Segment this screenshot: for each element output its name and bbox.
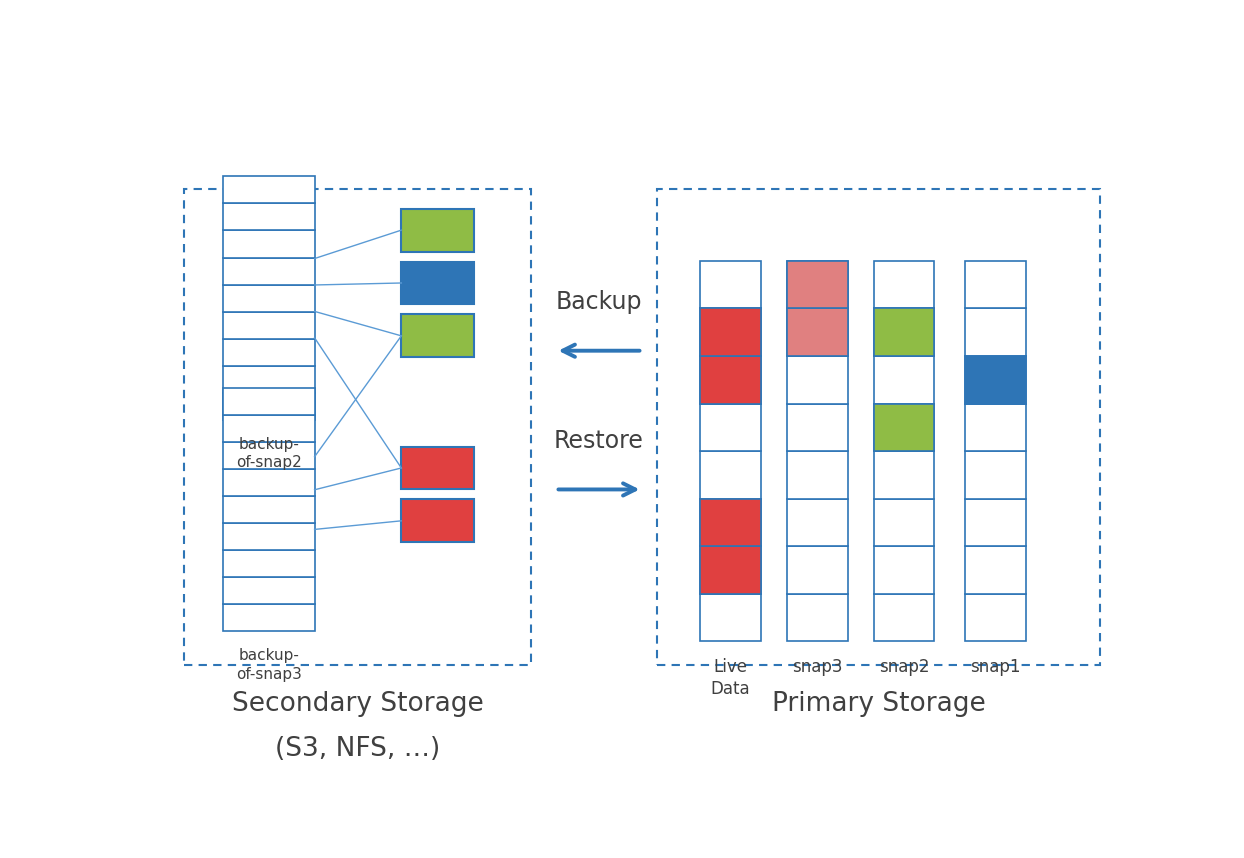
FancyBboxPatch shape [223,257,315,285]
Text: backup-
of-snap2: backup- of-snap2 [236,437,301,470]
FancyBboxPatch shape [700,498,761,547]
Text: snap2: snap2 [878,658,929,676]
FancyBboxPatch shape [223,550,315,577]
FancyBboxPatch shape [873,403,934,451]
FancyBboxPatch shape [223,339,315,366]
FancyBboxPatch shape [700,356,761,403]
FancyBboxPatch shape [700,547,761,594]
FancyBboxPatch shape [873,547,934,594]
FancyBboxPatch shape [787,403,847,451]
FancyBboxPatch shape [223,496,315,523]
FancyBboxPatch shape [223,176,315,203]
FancyBboxPatch shape [965,261,1026,308]
FancyBboxPatch shape [223,285,315,311]
FancyBboxPatch shape [700,308,761,356]
Text: backup-
of-snap3: backup- of-snap3 [236,648,302,681]
FancyBboxPatch shape [873,594,934,642]
FancyBboxPatch shape [223,414,315,442]
FancyBboxPatch shape [223,577,315,604]
FancyBboxPatch shape [223,311,315,339]
FancyBboxPatch shape [223,604,315,631]
FancyBboxPatch shape [700,498,761,547]
FancyBboxPatch shape [873,498,934,547]
Text: Live
Data: Live Data [710,658,750,698]
FancyBboxPatch shape [223,231,315,257]
Text: Secondary Storage: Secondary Storage [233,691,484,717]
FancyBboxPatch shape [402,446,474,489]
FancyBboxPatch shape [787,308,847,356]
FancyBboxPatch shape [700,356,761,403]
FancyBboxPatch shape [787,308,847,356]
FancyBboxPatch shape [223,366,315,393]
FancyBboxPatch shape [965,594,1026,642]
FancyBboxPatch shape [402,314,474,357]
Text: snap1: snap1 [970,658,1021,676]
Text: snap3: snap3 [792,658,842,676]
FancyBboxPatch shape [700,403,761,451]
FancyBboxPatch shape [700,451,761,498]
Text: Backup: Backup [556,290,642,314]
FancyBboxPatch shape [223,388,315,414]
FancyBboxPatch shape [700,308,761,356]
Text: Restore: Restore [554,429,644,453]
FancyBboxPatch shape [965,403,1026,451]
FancyBboxPatch shape [223,523,315,550]
FancyBboxPatch shape [787,547,847,594]
FancyBboxPatch shape [700,261,761,308]
FancyBboxPatch shape [223,442,315,469]
FancyBboxPatch shape [787,261,847,308]
FancyBboxPatch shape [965,547,1026,594]
FancyBboxPatch shape [402,262,474,305]
FancyBboxPatch shape [787,356,847,403]
FancyBboxPatch shape [402,499,474,542]
FancyBboxPatch shape [873,308,934,356]
FancyBboxPatch shape [873,403,934,451]
FancyBboxPatch shape [873,261,934,308]
FancyBboxPatch shape [700,547,761,594]
FancyBboxPatch shape [402,208,474,251]
FancyBboxPatch shape [965,498,1026,547]
FancyBboxPatch shape [223,393,315,420]
FancyBboxPatch shape [873,308,934,356]
FancyBboxPatch shape [965,451,1026,498]
FancyBboxPatch shape [700,594,761,642]
FancyBboxPatch shape [787,498,847,547]
Text: Primary Storage: Primary Storage [771,691,985,717]
Text: (S3, NFS, …): (S3, NFS, …) [275,736,440,762]
FancyBboxPatch shape [965,356,1026,403]
FancyBboxPatch shape [873,451,934,498]
FancyBboxPatch shape [787,451,847,498]
FancyBboxPatch shape [965,308,1026,356]
FancyBboxPatch shape [873,356,934,403]
FancyBboxPatch shape [787,261,847,308]
FancyBboxPatch shape [223,203,315,231]
FancyBboxPatch shape [223,469,315,496]
FancyBboxPatch shape [965,356,1026,403]
FancyBboxPatch shape [787,594,847,642]
